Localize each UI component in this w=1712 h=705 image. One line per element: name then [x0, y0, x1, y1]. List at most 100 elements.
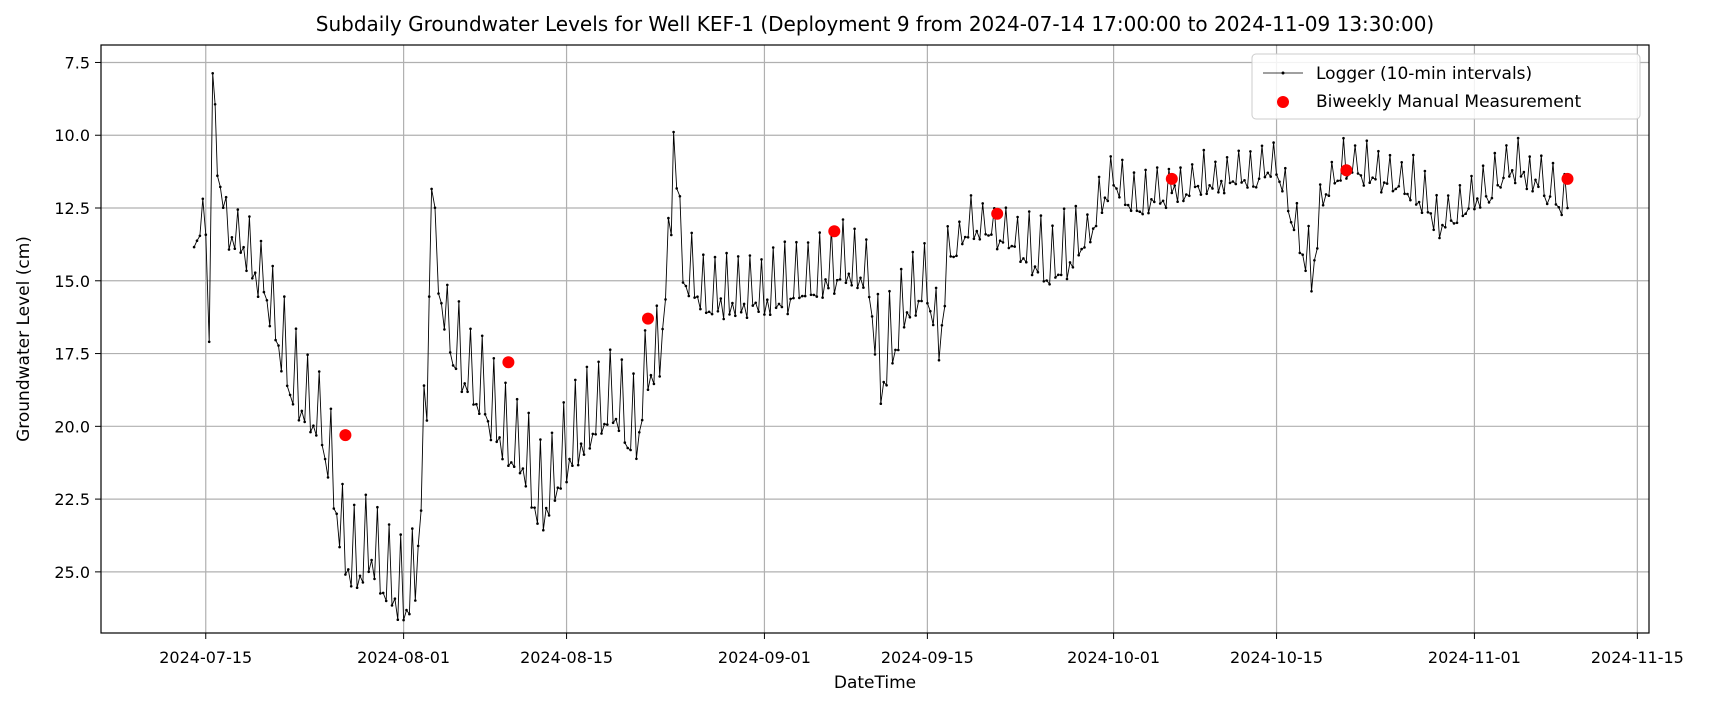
- logger-point: [940, 324, 944, 327]
- logger-point: [283, 295, 286, 298]
- legend-box: [1251, 53, 1641, 120]
- logger-point: [751, 304, 755, 307]
- y-tick-label: 25.0: [54, 563, 90, 582]
- logger-point: [745, 316, 749, 320]
- logger-point: [195, 239, 199, 242]
- logger-point: [472, 403, 475, 406]
- logger-point: [969, 194, 973, 197]
- logger-point: [1522, 170, 1526, 174]
- logger-point: [789, 297, 792, 301]
- logger-point: [1121, 158, 1124, 162]
- logger-point: [728, 313, 731, 316]
- logger-point: [870, 315, 874, 318]
- logger-point: [201, 197, 205, 201]
- logger-point: [1286, 209, 1290, 213]
- logger-point: [798, 296, 801, 300]
- logger-point: [1330, 160, 1334, 164]
- logger-point: [1339, 179, 1342, 182]
- logger-point: [629, 448, 632, 452]
- logger-point: [949, 255, 952, 258]
- logger-point: [856, 286, 859, 290]
- logger-point: [1123, 203, 1127, 207]
- logger-point: [323, 457, 327, 461]
- logger-point: [1237, 149, 1240, 153]
- logger-point: [414, 599, 417, 602]
- manual-measurement-point: [828, 225, 841, 238]
- logger-point: [446, 283, 449, 287]
- logger-point: [748, 254, 752, 257]
- logger-point: [713, 255, 717, 259]
- y-tick-label: 22.5: [54, 490, 90, 509]
- logger-point: [1281, 189, 1284, 193]
- logger-point: [553, 499, 557, 502]
- logger-point: [920, 299, 923, 303]
- logger-point: [774, 306, 778, 310]
- logger-point: [367, 570, 371, 574]
- logger-point: [623, 441, 627, 444]
- logger-point: [617, 429, 621, 433]
- logger-point: [1266, 171, 1270, 175]
- logger-point: [1112, 184, 1115, 187]
- logger-point: [722, 317, 725, 321]
- logger-point: [649, 373, 653, 377]
- logger-point: [987, 234, 990, 237]
- logger-point: [914, 314, 917, 317]
- logger-point: [1414, 203, 1418, 206]
- logger-point: [1135, 209, 1139, 213]
- logger-point: [259, 239, 263, 243]
- logger-point: [719, 297, 723, 300]
- logger-point: [510, 461, 513, 464]
- logger-point: [1435, 193, 1438, 197]
- logger-point: [1211, 187, 1214, 190]
- logger-point: [332, 507, 336, 510]
- logger-point: [1033, 265, 1037, 268]
- logger-point: [1449, 219, 1453, 222]
- logger-point: [198, 234, 202, 238]
- logger-point: [1324, 193, 1328, 196]
- logger-point: [399, 533, 403, 536]
- logger-point: [427, 295, 431, 298]
- logger-point: [1027, 210, 1031, 213]
- logger-point: [582, 453, 586, 456]
- logger-point: [917, 299, 920, 303]
- logger-point: [1327, 194, 1331, 197]
- logger-point: [1001, 241, 1005, 244]
- logger-point: [768, 313, 772, 317]
- logger-point: [1359, 174, 1363, 177]
- logger-point: [1473, 207, 1476, 211]
- logger-point: [1254, 186, 1258, 189]
- logger-point: [1490, 196, 1494, 200]
- logger-point: [696, 295, 699, 299]
- logger-point: [1493, 151, 1497, 155]
- logger-series: [192, 72, 1569, 622]
- logger-point: [1313, 259, 1316, 262]
- logger-point: [1528, 155, 1531, 158]
- logger-point: [736, 255, 740, 258]
- logger-point: [1045, 279, 1048, 282]
- logger-point: [850, 284, 853, 287]
- logger-point: [975, 229, 979, 233]
- logger-point: [338, 545, 341, 549]
- logger-point: [460, 390, 464, 394]
- logger-point: [1412, 153, 1415, 157]
- logger-point: [248, 215, 251, 218]
- logger-point: [512, 465, 516, 469]
- logger-point: [1071, 266, 1075, 269]
- logger-point: [783, 240, 787, 243]
- logger-point: [873, 353, 877, 356]
- logger-point: [795, 240, 798, 244]
- logger-point: [1007, 246, 1011, 250]
- logger-point: [1173, 184, 1176, 187]
- logger-point: [670, 233, 673, 237]
- x-tick-label: 2024-11-01: [1428, 648, 1521, 667]
- y-tick-label: 10.0: [54, 126, 90, 145]
- logger-point: [1537, 185, 1540, 189]
- logger-point: [416, 544, 420, 548]
- logger-point: [801, 294, 804, 298]
- logger-point: [430, 187, 433, 191]
- logger-point: [614, 417, 618, 421]
- logger-point: [1097, 175, 1101, 179]
- y-axis-label: Groundwater Level (cm): [14, 236, 34, 442]
- logger-point: [882, 380, 885, 384]
- logger-point: [550, 431, 554, 435]
